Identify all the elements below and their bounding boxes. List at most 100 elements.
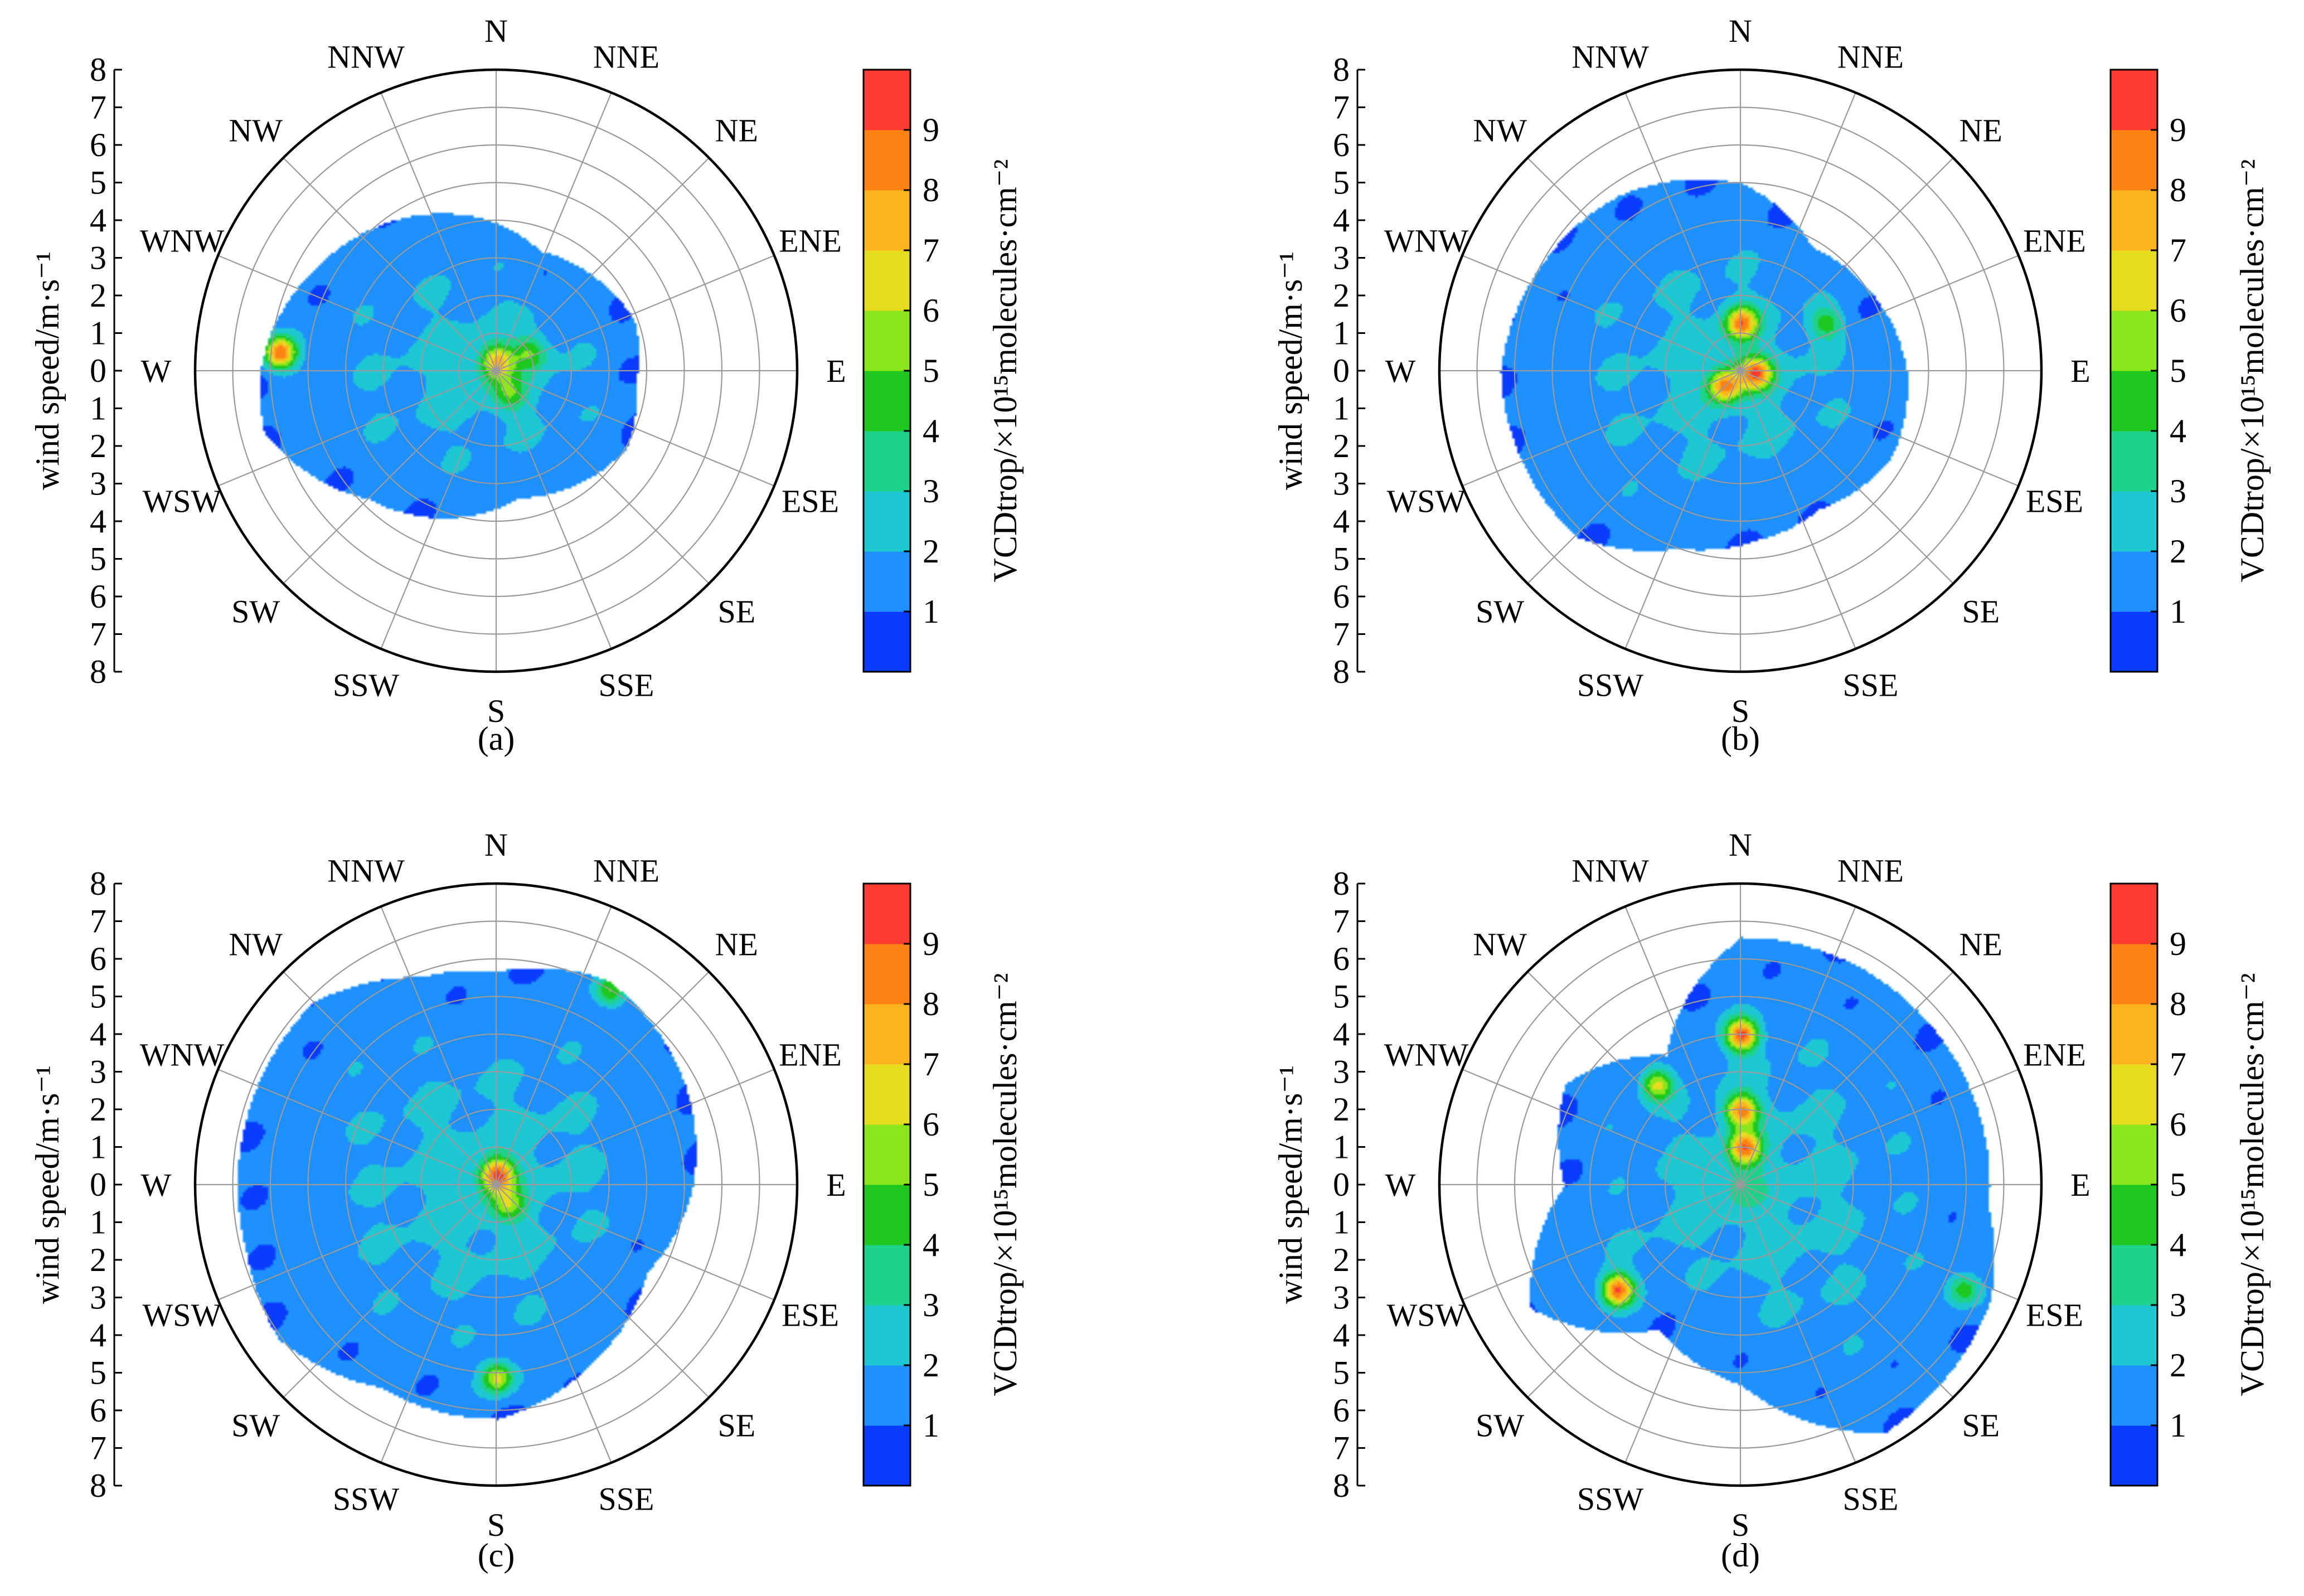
grid-spoke [495,370,612,649]
wind-speed-tick-label: 8 [1333,865,1350,902]
grid-spoke [380,906,497,1185]
direction-label-w: W [141,353,172,389]
wind-speed-tick-label: 2 [1333,1241,1350,1278]
wind-speed-tick-label: 1 [90,1204,106,1241]
wind-speed-tick-label: 8 [90,865,106,902]
colorbar-tick-label: 8 [923,986,939,1022]
wind-speed-tick-label: 4 [1333,202,1350,239]
colorbar-segment [864,1004,910,1065]
colorbar-tick-label: 5 [923,352,939,389]
direction-label-ne: NE [715,926,758,963]
wind-speed-tick-label: 4 [1333,503,1350,540]
wind-speed-tick-label: 5 [90,1355,106,1391]
grid-spoke [1739,1184,1856,1463]
wind-speed-tick-label: 1 [1333,390,1350,427]
colorbar-segment [2111,70,2157,130]
direction-label-wsw: WSW [1387,1297,1466,1333]
direction-label-nw: NW [229,926,283,963]
direction-label-nne: NNE [593,38,659,75]
grid-spoke [496,1184,710,1398]
grid-spoke [496,1183,775,1301]
colorbar-tick-label: 5 [923,1166,939,1203]
wind-speed-tick-label: 7 [90,1430,106,1467]
direction-label-w: W [141,1167,172,1203]
wind-speed-tick-label: 5 [90,978,106,1015]
wind-speed-tick-label: 2 [90,277,106,314]
wind-speed-tick-label: 4 [90,1016,106,1052]
wind-speed-tick-label: 3 [1333,1054,1350,1090]
wind-speed-tick-label: 2 [1333,277,1350,314]
direction-label-sse: SSE [598,1481,654,1517]
wind-speed-tick-label: 8 [90,1467,106,1504]
wind-speed-tick-label: 1 [90,315,106,352]
wind-speed-tick-label: 2 [1333,428,1350,464]
wind-speed-tick-label: 5 [1333,164,1350,201]
panel-caption: (d) [1721,1537,1760,1574]
outer-ring [193,68,799,673]
colorbar-tick-label: 9 [2170,111,2186,148]
grid-spoke [1462,1069,1741,1186]
direction-label-ene: ENE [779,223,842,259]
grid-spoke [1624,92,1742,371]
colorbar-segment [864,431,910,492]
colorbar-segment [2111,190,2157,251]
direction-label-e: E [826,1167,846,1203]
grid-spoke [1740,255,2019,372]
direction-label-ese: ESE [2026,483,2083,519]
colorbar-segment [2111,1425,2157,1486]
colorbar-tick-label: 1 [2170,1407,2186,1444]
wind-speed-tick-label: 8 [90,653,106,690]
outer-ring [1438,882,2043,1487]
direction-label-w: W [1385,353,1416,389]
wind-speed-tick-label: 5 [90,541,106,578]
wind-speed-tick-label: 6 [1333,940,1350,977]
wind-speed-tick-label: 0 [1333,1166,1350,1203]
grid-spoke [495,906,612,1185]
colorbar-tick-label: 8 [2170,172,2186,208]
wind-speed-tick-label: 5 [1333,978,1350,1015]
direction-label-se: SE [1962,1407,2000,1443]
grid-spoke [495,1184,612,1463]
direction-label-ssw: SSW [333,1481,400,1517]
colorbar-title: VCDtrop/×10¹⁵molecules·cm⁻² [987,973,1024,1396]
grid-spoke [1462,255,1741,372]
grid-spoke [380,1184,497,1463]
wind-speed-tick-label: 1 [1333,315,1350,352]
colorbar-tick-label: 6 [2170,1106,2186,1143]
direction-label-ne: NE [715,113,758,149]
direction-label-s: S [487,693,505,729]
y-axis-label: wind speed/m·s⁻¹ [29,251,66,490]
direction-label-n: N [1729,13,1752,49]
y-axis-label: wind speed/m·s⁻¹ [29,1065,66,1304]
grid-spoke [1527,370,1741,584]
colorbar-tick-label: 2 [2170,533,2186,570]
colorbar-tick-label: 6 [2170,292,2186,329]
colorbar-segment [864,190,910,251]
direction-label-wsw: WSW [143,483,222,519]
wind-speed-tick-label: 5 [1333,541,1350,578]
wind-speed-tick-label: 1 [90,390,106,427]
colorbar-segment [864,1064,910,1125]
colorbar-tick-label: 7 [2170,1046,2186,1083]
direction-label-ene: ENE [2023,1037,2086,1073]
grid-spoke [1739,92,1856,371]
grid-spoke [1527,971,1741,1185]
colorbar-tick-label: 4 [923,413,939,449]
grid-spoke [496,255,775,372]
colorbar-tick-label: 1 [2170,593,2186,630]
colorbar-tick-label: 6 [923,1106,939,1143]
wind-speed-tick-label: 7 [1333,89,1350,126]
wind-speed-tick-label: 4 [90,202,106,239]
grid-spoke [1624,370,1742,649]
wind-speed-tick-label: 7 [1333,616,1350,653]
direction-label-w: W [1385,1167,1416,1203]
wind-speed-tick-label: 3 [90,240,106,276]
direction-label-e: E [826,353,846,389]
direction-label-ese: ESE [2026,1297,2083,1333]
direction-label-n: N [1729,827,1752,863]
colorbar-segment [864,1245,910,1306]
colorbar-tick-label: 4 [2170,413,2186,449]
wind-speed-tick-label: 5 [1333,1355,1350,1391]
colorbar-segment [864,1185,910,1245]
